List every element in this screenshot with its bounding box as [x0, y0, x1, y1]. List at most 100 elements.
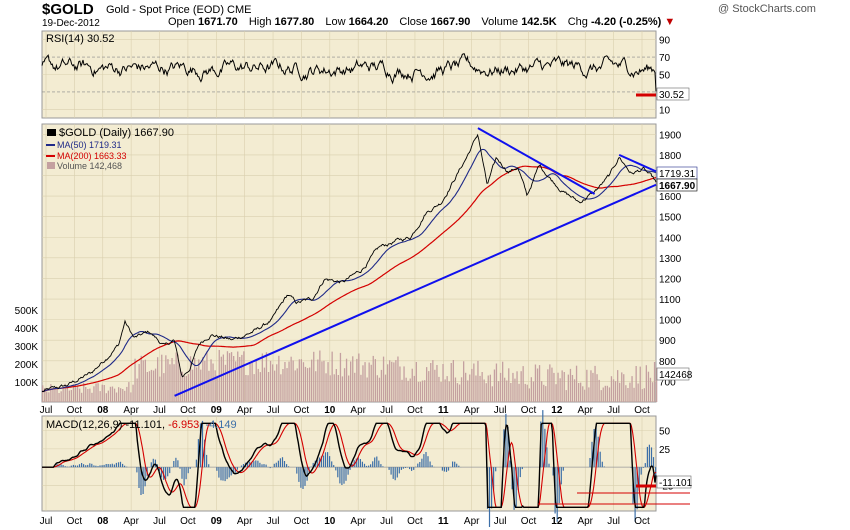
- volume-bar: [372, 355, 374, 402]
- volume-bar: [101, 384, 103, 402]
- volume-bar: [200, 369, 202, 402]
- price-x-tick: 10: [324, 405, 336, 416]
- macd-hist-bar: [230, 467, 232, 476]
- macd-hist-bar: [419, 462, 421, 468]
- volume-bar: [522, 366, 524, 402]
- macd-hist-bar: [62, 465, 64, 468]
- volume-bar: [292, 360, 294, 402]
- macd-hist-bar: [644, 463, 646, 468]
- macd-hist-bar: [175, 457, 177, 468]
- macd-x-tick: Jul: [607, 516, 620, 527]
- volume-bar: [76, 386, 79, 402]
- price-y-tick: 1500: [659, 213, 682, 224]
- macd-histogram: [54, 410, 657, 527]
- volume-bar: [204, 360, 206, 402]
- macd-hist-bar: [429, 461, 431, 468]
- macd-hist-bar: [365, 465, 368, 468]
- volume-bar: [46, 391, 48, 402]
- price-legend: $GOLD (Daily) 1667.90 MA(50) 1719.31 MA(…: [46, 127, 174, 171]
- volume-bar: [348, 375, 350, 402]
- macd-hist-bar: [87, 464, 89, 468]
- volume-bar: [274, 370, 276, 402]
- volume-bar: [177, 354, 179, 402]
- volume-bar: [403, 366, 405, 402]
- macd-hist-bar: [376, 456, 378, 468]
- macd-hist-bar: [286, 464, 288, 468]
- macd-hist-bar: [341, 467, 343, 485]
- price-x-tick: 12: [551, 405, 563, 416]
- price-x-tick: Apr: [350, 405, 366, 416]
- volume-y-tick: 300K: [15, 342, 39, 353]
- volume-bar: [428, 371, 430, 402]
- volume-bar: [358, 353, 360, 402]
- macd-x-tick: Jul: [267, 516, 280, 527]
- macd-hist-bar: [93, 465, 95, 468]
- macd-hist-bar: [105, 464, 107, 468]
- volume-bar: [230, 352, 233, 402]
- volume-bar: [306, 368, 309, 402]
- volume-bar: [516, 371, 518, 402]
- macd-hist-bar: [261, 464, 263, 468]
- rsi-y-tick: 70: [659, 53, 671, 64]
- volume-bar: [124, 390, 126, 402]
- volume-bar: [93, 386, 95, 402]
- macd-hist-bar: [288, 466, 290, 468]
- macd-last-value-label: -11.101: [659, 478, 693, 489]
- macd-last-value-box: [656, 475, 692, 489]
- volume-y-tick: 500K: [15, 306, 39, 317]
- high-value: 1677.80: [274, 16, 315, 28]
- volume-bar: [567, 374, 569, 402]
- macd-hist-bar: [312, 462, 314, 468]
- volume-bar: [327, 362, 329, 402]
- volume-bar: [380, 369, 383, 402]
- close-last-value-label: 1667.90: [659, 181, 696, 192]
- volume-bar: [506, 380, 508, 402]
- volume-bar: [97, 383, 99, 402]
- volume-bar: [366, 377, 368, 402]
- volume-bar: [261, 353, 263, 402]
- macd-hist-bar: [652, 457, 655, 468]
- volume-bar: [561, 370, 563, 402]
- volume-bar: [228, 353, 231, 402]
- exchange-label: CME: [227, 4, 252, 16]
- volume-bar: [370, 364, 372, 402]
- macd-hist-bar: [599, 451, 601, 468]
- macd-hist-bar: [185, 467, 187, 480]
- macd-hist-bar: [359, 459, 361, 468]
- price-x-tick: Jul: [380, 405, 393, 416]
- macd-hist-bar: [154, 459, 156, 468]
- macd-hist-bar: [382, 466, 384, 468]
- macd-x-tick: Jul: [40, 516, 53, 527]
- macd-x-tick: Oct: [67, 516, 83, 527]
- volume-bar: [596, 374, 598, 402]
- volume-bar: [426, 367, 428, 402]
- volume-bar: [378, 377, 381, 402]
- macd-hist-bar: [347, 467, 349, 475]
- volume-bar: [627, 388, 629, 402]
- macd-y-tick: 50: [659, 427, 671, 438]
- macd-hist-bar: [452, 461, 454, 468]
- macd-hist-bar: [197, 439, 199, 468]
- volume-bar: [111, 386, 114, 402]
- chart-security-name: Gold - Spot Price (EOD) CME: [106, 4, 252, 16]
- volume-bar: [70, 390, 72, 402]
- volume-bar: [224, 364, 227, 402]
- volume-bar: [384, 374, 387, 402]
- macd-hist-bar: [228, 467, 230, 478]
- macd-x-tick: 09: [211, 516, 223, 527]
- volume-last-value-box: [656, 367, 690, 381]
- macd-hist-bar: [372, 461, 374, 468]
- volume-bar: [467, 380, 469, 402]
- volume-bar: [360, 374, 362, 402]
- macd-x-tick: 12: [551, 516, 563, 527]
- price-x-tick: Apr: [577, 405, 593, 416]
- volume-bar: [140, 355, 142, 402]
- volume-bar: [212, 363, 214, 402]
- macd-x-tick: Jul: [494, 516, 507, 527]
- close-last-value-box: [656, 178, 698, 192]
- volume-bar: [317, 359, 319, 402]
- volume-y-axis: 500K 400K 300K 200K 100K: [15, 306, 39, 389]
- macd-hist-bar: [122, 463, 124, 468]
- macd-hist-bar: [60, 464, 62, 468]
